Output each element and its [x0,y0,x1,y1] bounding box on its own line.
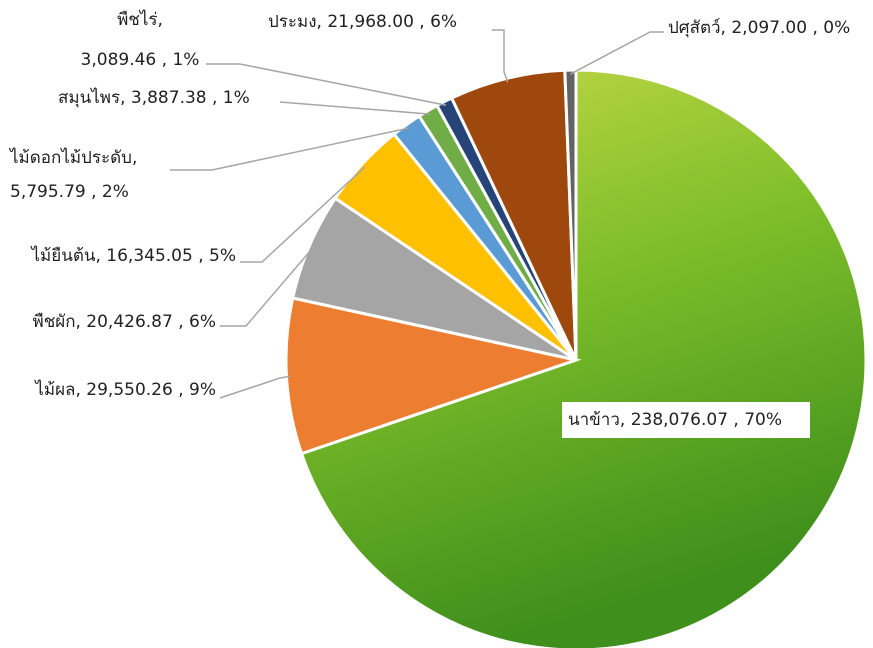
data-label: สมุนไพร, 3,887.38 , 1% [58,87,250,108]
label-line: พืชไร่, [117,9,163,30]
data-label: ปศุสัตว์, 2,097.00 , 0% [668,18,850,38]
data-label: พืชผัก, 20,426.87 , 6% [32,312,216,332]
data-label: ประมง, 21,968.00 , 6% [268,12,457,32]
label-line: 5,795.79 , 2% [10,182,129,202]
label-line: ไม้ผล, 29,550.26 , 9% [33,379,216,400]
label-line: ไม้ดอกไม้ประดับ, [8,147,137,168]
pie-slice [299,68,868,648]
label-line: นาข้าว, 238,076.07 , 70% [568,410,782,430]
data-label: ไม้ยืนต้น, 16,345.05 , 5% [29,245,236,266]
leader-line [240,166,366,263]
label-line: สมุนไพร, 3,887.38 , 1% [58,87,250,108]
data-label: ไม้ดอกไม้ประดับ, 5,795.79 , 2% [8,147,137,202]
label-line: พืชผัก, 20,426.87 , 6% [32,312,216,332]
data-label: พืชไร่, 3,089.46 , 1% [81,9,200,70]
leader-line [570,31,664,75]
label-line: 3,089.46 , 1% [81,50,200,70]
label-line: ปศุสัตว์, 2,097.00 , 0% [668,18,850,38]
label-box [562,402,810,438]
label-line: ไม้ยืนต้น, 16,345.05 , 5% [29,245,236,266]
leader-line [279,101,431,115]
leader-line [219,375,291,399]
leader-line [170,127,409,171]
pie-slice [563,68,578,361]
leader-line [492,29,509,83]
leader-line [206,63,447,106]
label-line: ประมง, 21,968.00 , 6% [268,12,457,32]
data-label: ไม้ผล, 29,550.26 , 9% [33,379,216,400]
data-label: นาข้าว, 238,076.07 , 70% [568,410,782,430]
leader-line [220,247,314,327]
